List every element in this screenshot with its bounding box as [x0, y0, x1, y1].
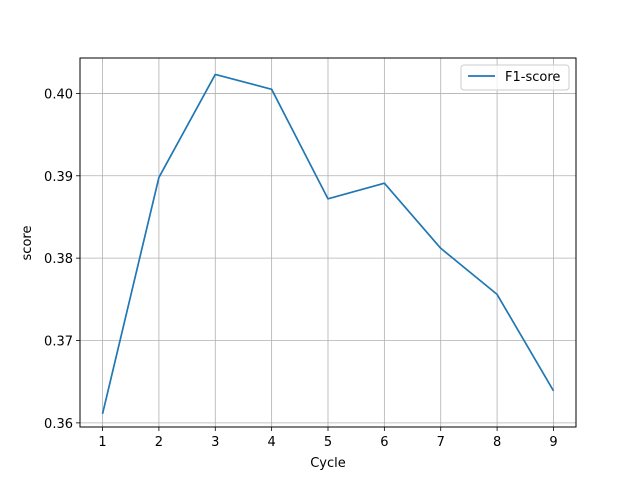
x-tick-label: 3 — [211, 435, 219, 450]
grid — [80, 58, 576, 427]
y-tick-label: 0.38 — [44, 252, 73, 267]
series-layer — [101, 73, 555, 415]
y-axis-label: score — [20, 226, 35, 261]
y-tick-label: 0.40 — [44, 87, 73, 102]
x-tick-label: 8 — [493, 435, 501, 450]
legend-box — [460, 64, 570, 91]
x-axis-label: Cycle — [310, 456, 346, 471]
x-tick-label: 5 — [324, 435, 332, 450]
x-tick-label: 1 — [98, 435, 106, 450]
x-tick-label: 2 — [155, 435, 163, 450]
legend: F1-score — [460, 64, 570, 91]
x-tick-label: 7 — [437, 435, 445, 450]
x-axis: 1 2 3 4 5 6 7 8 9 — [98, 427, 558, 450]
y-axis: 0.36 0.37 0.38 0.39 0.40 — [44, 87, 80, 432]
series-line-f1-score — [101, 73, 555, 415]
x-tick-label: 9 — [549, 435, 557, 450]
y-tick-label: 0.37 — [44, 335, 73, 350]
x-tick-label: 6 — [380, 435, 388, 450]
y-tick-label: 0.36 — [44, 417, 73, 432]
y-tick-label: 0.39 — [44, 170, 73, 185]
x-tick-label: 4 — [267, 435, 275, 450]
legend-label: F1-score — [505, 70, 560, 85]
